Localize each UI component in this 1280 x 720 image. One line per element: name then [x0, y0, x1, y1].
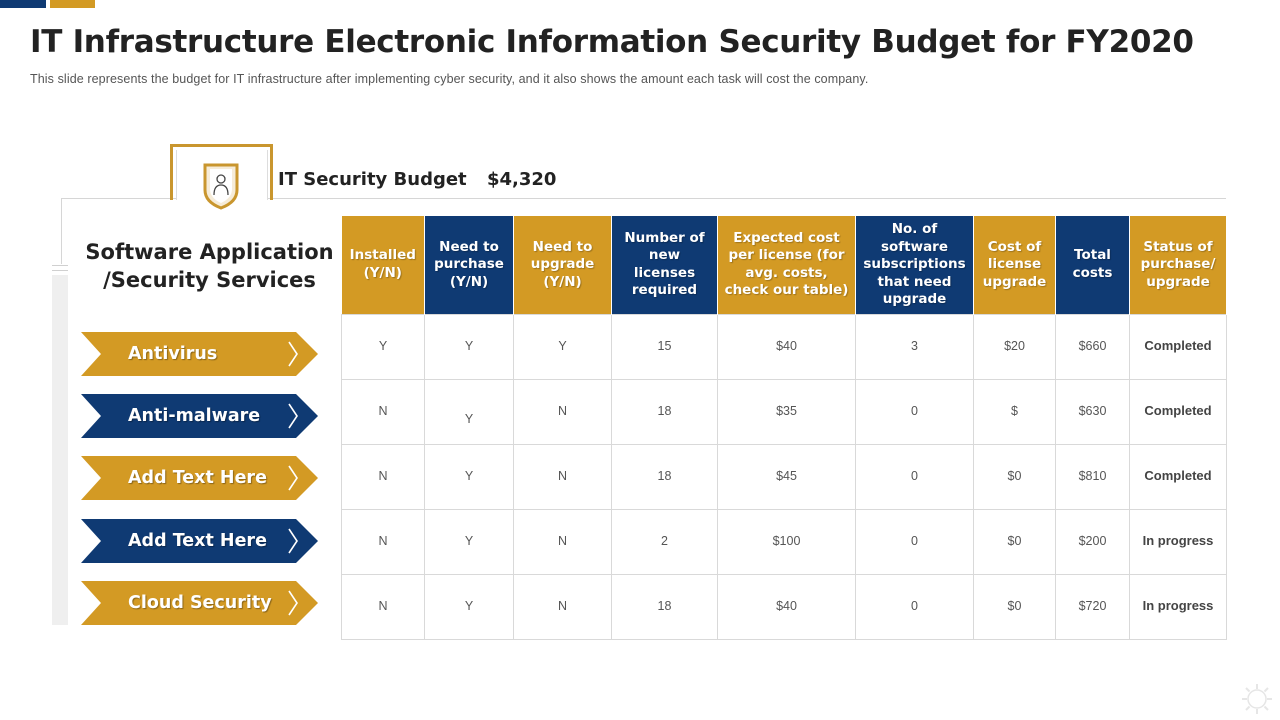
- cell-need-to-upgrade: Y: [513, 313, 612, 380]
- chevron-right-icon: [288, 341, 298, 367]
- cell-need-to-upgrade: N: [513, 573, 612, 640]
- cell-status: Completed: [1129, 443, 1227, 510]
- cell-status: In progress: [1129, 508, 1227, 575]
- cell-new-licenses: 2: [611, 508, 718, 575]
- cell-need-to-upgrade: N: [513, 378, 612, 445]
- cell-total-costs: $720: [1055, 573, 1130, 640]
- accent-bar-blue: [0, 0, 46, 8]
- service-item[interactable]: Antivirus: [81, 332, 318, 376]
- cell-status: In progress: [1129, 573, 1227, 640]
- column-header-upgrade-cost: Cost of license upgrade: [973, 216, 1056, 314]
- service-item[interactable]: Add Text Here: [81, 519, 318, 563]
- arrow-shape: [81, 581, 318, 625]
- column-header-installed: Installed (Y/N): [341, 216, 425, 314]
- cell-installed: N: [341, 508, 425, 575]
- chevron-right-icon: [288, 403, 298, 429]
- gear-icon: [1242, 684, 1272, 714]
- budget-label: IT Security Budget: [278, 169, 467, 190]
- service-item[interactable]: Cloud Security: [81, 581, 318, 625]
- page-subtitle: This slide represents the budget for IT …: [30, 72, 869, 86]
- table-row: N Y N 18 $45 0 $0 $810 Completed: [341, 443, 1227, 510]
- chevron-right-icon: [288, 590, 298, 616]
- table-header-row: Installed (Y/N) Need to purchase (Y/N) N…: [341, 216, 1227, 314]
- service-label: Anti-malware: [128, 406, 261, 426]
- cell-expected-cost: $40: [717, 573, 856, 640]
- service-label: Cloud Security: [128, 593, 272, 613]
- budget-value: $4,320: [487, 169, 557, 190]
- budget-table: Installed (Y/N) Need to purchase (Y/N) N…: [341, 216, 1227, 640]
- cell-expected-cost: $35: [717, 378, 856, 445]
- cell-need-to-purchase: Y: [424, 313, 514, 380]
- page-title: IT Infrastructure Electronic Information…: [30, 24, 1194, 60]
- column-header-subscriptions: No. of software subscriptions that need …: [855, 216, 974, 314]
- cell-total-costs: $630: [1055, 378, 1130, 445]
- table-row: N Y N 18 $40 0 $0 $720 In progress: [341, 573, 1227, 640]
- service-label: Add Text Here: [128, 468, 267, 488]
- cell-new-licenses: 15: [611, 313, 718, 380]
- cell-subscriptions: 3: [855, 313, 974, 380]
- chevron-right-icon: [288, 465, 298, 491]
- cell-total-costs: $660: [1055, 313, 1130, 380]
- service-item[interactable]: Anti-malware: [81, 394, 318, 438]
- arrow-shape: [81, 332, 318, 376]
- cell-new-licenses: 18: [611, 443, 718, 510]
- section-heading: Software Application /Security Services: [85, 240, 334, 292]
- arrow-shape: [81, 394, 318, 438]
- side-strip: [52, 275, 68, 625]
- cell-total-costs: $200: [1055, 508, 1130, 575]
- cell-expected-cost: $40: [717, 313, 856, 380]
- cell-need-to-purchase: Y: [424, 443, 514, 510]
- cell-installed: N: [341, 573, 425, 640]
- cell-total-costs: $810: [1055, 443, 1130, 510]
- column-header-status: Status of purchase/ upgrade: [1129, 216, 1227, 314]
- column-header-need-to-upgrade: Need to upgrade (Y/N): [513, 216, 612, 314]
- cell-expected-cost: $100: [717, 508, 856, 575]
- service-item[interactable]: Add Text Here: [81, 456, 318, 500]
- cell-upgrade-cost: $0: [973, 508, 1056, 575]
- cell-need-to-purchase: Y: [424, 508, 514, 575]
- column-header-total-costs: Total costs: [1055, 216, 1130, 314]
- side-divider: [52, 265, 68, 271]
- table-row: Y Y Y 15 $40 3 $20 $660 Completed: [341, 313, 1227, 380]
- cell-status: Completed: [1129, 378, 1227, 445]
- cell-installed: N: [341, 378, 425, 445]
- arrow-shape: [81, 456, 318, 500]
- accent-bar-gold: [50, 0, 95, 8]
- column-header-expected-cost: Expected cost per license (for avg. cost…: [717, 216, 856, 314]
- cell-new-licenses: 18: [611, 378, 718, 445]
- frame-left-border: [61, 198, 62, 264]
- cell-installed: N: [341, 443, 425, 510]
- cell-upgrade-cost: $20: [973, 313, 1056, 380]
- cell-new-licenses: 18: [611, 573, 718, 640]
- service-label: Add Text Here: [128, 531, 267, 551]
- column-header-new-licenses: Number of new licenses required: [611, 216, 718, 314]
- cell-subscriptions: 0: [855, 508, 974, 575]
- cell-upgrade-cost: $: [973, 378, 1056, 445]
- arrow-shape: [81, 519, 318, 563]
- cell-subscriptions: 0: [855, 573, 974, 640]
- table-row: N Y N 2 $100 0 $0 $200 In progress: [341, 508, 1227, 575]
- chevron-right-icon: [288, 528, 298, 554]
- cell-upgrade-cost: $0: [973, 573, 1056, 640]
- cell-need-to-upgrade: N: [513, 508, 612, 575]
- frame-top-border: [61, 198, 1226, 199]
- icon-tab-frame: [170, 144, 273, 200]
- cell-need-to-purchase: Y: [424, 573, 514, 640]
- column-header-need-to-purchase: Need to purchase (Y/N): [424, 216, 514, 314]
- cell-need-to-purchase: Y: [424, 378, 514, 445]
- cell-expected-cost: $45: [717, 443, 856, 510]
- service-label: Antivirus: [128, 344, 218, 364]
- cell-subscriptions: 0: [855, 378, 974, 445]
- cell-need-to-upgrade: N: [513, 443, 612, 510]
- table-row: N Y N 18 $35 0 $ $630 Completed: [341, 378, 1227, 445]
- cell-upgrade-cost: $0: [973, 443, 1056, 510]
- cell-subscriptions: 0: [855, 443, 974, 510]
- cell-status: Completed: [1129, 313, 1227, 380]
- shield-user-icon: [203, 163, 239, 210]
- cell-installed: Y: [341, 313, 425, 380]
